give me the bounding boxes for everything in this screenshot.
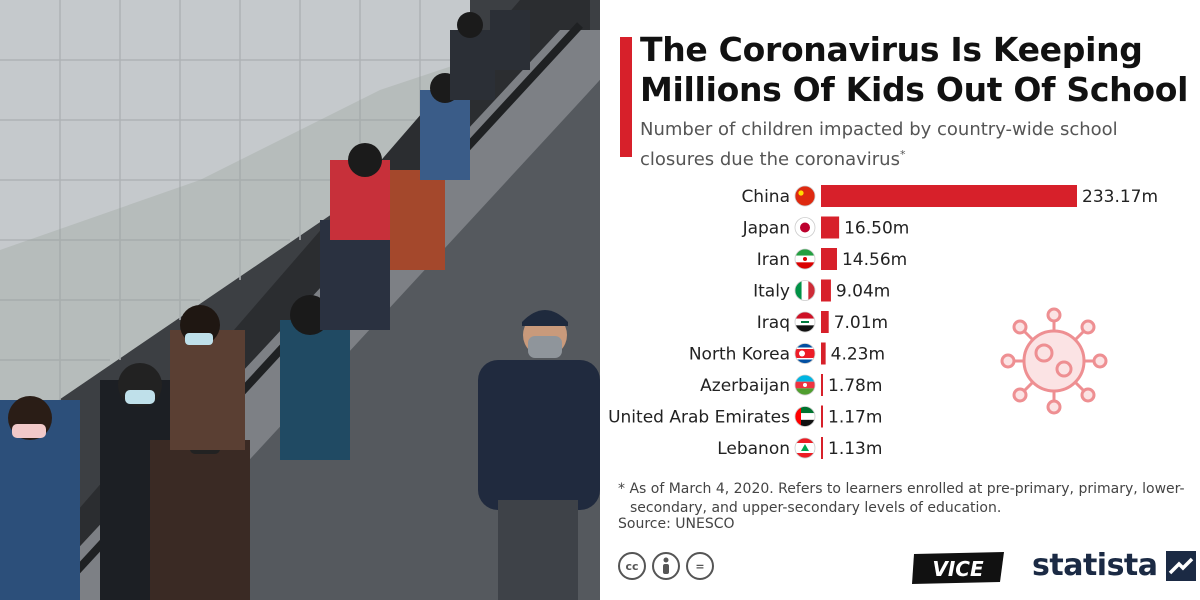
azerbaijan-flag-icon: [794, 374, 816, 396]
license-icons: cc =: [618, 552, 714, 580]
bar-row: North Korea 4.23m: [689, 342, 885, 365]
bar: [821, 374, 823, 396]
italy-flag-icon: [794, 280, 816, 301]
subtitle-text: Number of children impacted by country-w…: [640, 119, 1118, 170]
source-note: Source: UNESCO: [618, 516, 735, 532]
iraq-flag-icon: [794, 311, 816, 333]
japan-flag-icon: [794, 217, 816, 238]
bar-row: Italy 9.04m: [753, 279, 890, 302]
chart-title: The Coronavirus Is Keeping Millions Of K…: [640, 30, 1189, 109]
value-label: 4.23m: [831, 345, 885, 365]
bar-row: Iran 14.56m: [757, 248, 907, 270]
china-flag-icon: [794, 185, 816, 207]
coronavirus-icon: [1000, 307, 1108, 415]
bar: [821, 185, 1077, 207]
by-icon[interactable]: [652, 552, 680, 580]
statista-logo[interactable]: statista: [1032, 548, 1196, 583]
bar: [821, 279, 831, 302]
footnote-text: * As of March 4, 2020. Refers to learner…: [618, 481, 1185, 516]
escalator-photo: [0, 0, 600, 600]
bar: [821, 342, 826, 365]
footnote: * As of March 4, 2020. Refers to learner…: [618, 480, 1188, 518]
value-label: 1.17m: [828, 408, 882, 428]
bar-row: Azerbaijan 1.78m: [700, 374, 882, 396]
nd-icon[interactable]: =: [686, 552, 714, 580]
category-label: China: [741, 187, 790, 207]
category-label: Japan: [742, 219, 790, 239]
statista-mark-icon: [1165, 550, 1196, 581]
bar: [821, 216, 840, 239]
man-in-foreground: [478, 310, 600, 600]
value-label: 16.50m: [844, 219, 909, 239]
subtitle-footnote-marker: *: [899, 148, 906, 161]
value-label: 1.13m: [828, 439, 882, 459]
value-label: 233.17m: [1082, 187, 1158, 207]
north-korea-flag-icon: [794, 343, 816, 364]
bar-row: Lebanon 1.13m: [717, 437, 882, 459]
cc-icon[interactable]: cc: [618, 552, 646, 580]
vice-logo[interactable]: VICE: [910, 548, 1006, 588]
infographic-panel: The Coronavirus Is Keeping Millions Of K…: [600, 0, 1200, 600]
lebanon-flag-icon: [794, 437, 816, 459]
bar-chart: China 233.17m Japan 16.50m Iran 14.56m Italy 9.…: [608, 185, 1158, 459]
bar-row: Iraq 7.01m: [757, 311, 888, 333]
value-label: 14.56m: [842, 250, 907, 270]
category-label: Lebanon: [717, 439, 790, 459]
bar: [821, 405, 823, 428]
category-label: Iraq: [757, 313, 790, 333]
category-label: North Korea: [689, 345, 790, 365]
category-label: Iran: [757, 250, 790, 270]
crowd: [0, 10, 530, 600]
bar: [821, 437, 823, 459]
statista-logo-text: statista: [1032, 548, 1158, 583]
vice-logo-text: VICE: [932, 557, 984, 581]
chart-subtitle: Number of children impacted by country-w…: [640, 117, 1180, 172]
category-label: Azerbaijan: [700, 376, 790, 396]
bar: [821, 248, 837, 270]
value-label: 1.78m: [828, 376, 882, 396]
bar-row: United Arab Emirates 1.17m: [608, 405, 882, 428]
title-accent-bar: [620, 37, 632, 157]
category-label: United Arab Emirates: [608, 408, 790, 428]
value-label: 9.04m: [836, 282, 890, 302]
category-label: Italy: [753, 282, 790, 302]
bar-row: Japan 16.50m: [742, 216, 909, 239]
uae-flag-icon: [794, 406, 816, 427]
bar-row: China 233.17m: [741, 185, 1158, 207]
bar: [821, 311, 829, 333]
value-label: 7.01m: [834, 313, 888, 333]
iran-flag-icon: [794, 248, 816, 270]
